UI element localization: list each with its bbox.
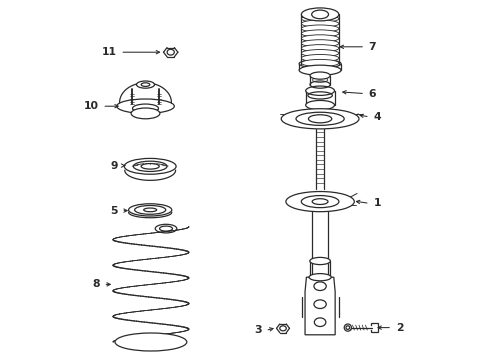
- Text: 1: 1: [373, 198, 380, 208]
- Ellipse shape: [313, 282, 325, 291]
- Ellipse shape: [301, 59, 338, 67]
- Ellipse shape: [136, 81, 154, 88]
- Ellipse shape: [311, 199, 327, 204]
- Ellipse shape: [309, 72, 329, 79]
- Ellipse shape: [305, 86, 334, 95]
- Text: 5: 5: [110, 206, 118, 216]
- Ellipse shape: [301, 54, 338, 62]
- Ellipse shape: [131, 108, 160, 119]
- Text: 11: 11: [102, 47, 117, 57]
- Ellipse shape: [301, 25, 338, 32]
- Ellipse shape: [124, 158, 176, 174]
- Ellipse shape: [128, 204, 171, 216]
- Ellipse shape: [134, 206, 165, 214]
- Text: 2: 2: [395, 323, 403, 333]
- Ellipse shape: [301, 40, 338, 47]
- Text: 8: 8: [92, 279, 100, 289]
- Ellipse shape: [309, 257, 330, 265]
- Ellipse shape: [308, 274, 330, 281]
- Ellipse shape: [301, 35, 338, 42]
- Ellipse shape: [313, 300, 325, 309]
- Ellipse shape: [132, 104, 158, 113]
- Ellipse shape: [301, 15, 338, 22]
- Ellipse shape: [117, 99, 174, 113]
- Text: 3: 3: [254, 325, 261, 336]
- Ellipse shape: [281, 109, 358, 129]
- Ellipse shape: [115, 333, 186, 351]
- Ellipse shape: [301, 8, 338, 21]
- Text: 9: 9: [110, 161, 118, 171]
- Ellipse shape: [133, 161, 167, 171]
- Ellipse shape: [301, 20, 338, 27]
- Ellipse shape: [299, 65, 340, 75]
- Text: 4: 4: [373, 112, 380, 122]
- Text: 10: 10: [83, 101, 99, 111]
- Ellipse shape: [305, 100, 334, 110]
- Ellipse shape: [344, 324, 351, 331]
- Ellipse shape: [301, 30, 338, 37]
- Ellipse shape: [301, 45, 338, 52]
- Bar: [370, 323, 377, 332]
- Polygon shape: [305, 277, 334, 335]
- Text: 7: 7: [368, 42, 376, 52]
- Ellipse shape: [301, 50, 338, 57]
- Text: 6: 6: [368, 89, 376, 99]
- Ellipse shape: [285, 192, 354, 212]
- Ellipse shape: [314, 318, 325, 327]
